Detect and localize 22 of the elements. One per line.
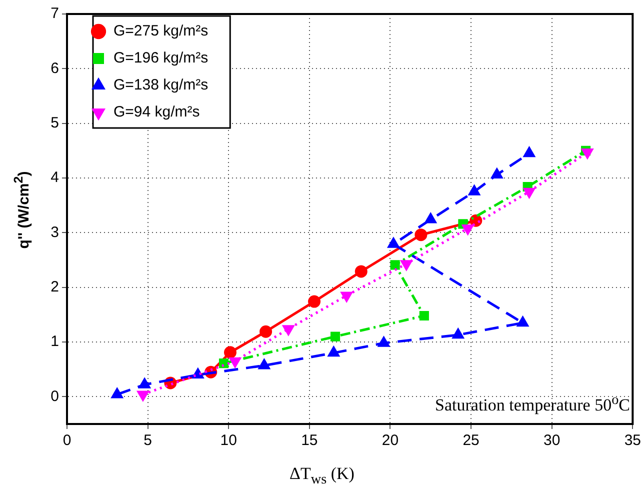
legend-label: G=196 kg/m²s [114, 50, 208, 67]
y-tick-label: 2 [50, 278, 59, 296]
y-tick-label: 4 [50, 169, 59, 186]
y-tick-label: 1 [50, 333, 59, 350]
x-tick-label: 0 [62, 432, 72, 450]
x-tick-label: 10 [220, 432, 237, 450]
legend-label: G=138 kg/m²s [114, 76, 208, 94]
legend-label: G=94 kg/m²s [114, 104, 200, 121]
y-tick-label: 3 [50, 224, 59, 241]
y-tick-label: 0 [50, 388, 59, 405]
y-tick-label: 6 [50, 60, 59, 77]
x-tick-label: 5 [144, 432, 152, 450]
y-tick-label: 7 [50, 5, 59, 22]
legend-label: G=275 kg/m²s [114, 22, 208, 40]
x-tick-label: 35 [624, 432, 641, 450]
y-tick-label: 5 [50, 114, 59, 132]
x-tick-label: 30 [544, 432, 560, 450]
x-axis-title: ΔT$_{ws}$ (K) [288, 464, 356, 488]
annotation: Saturation temperature 50$^{o}$C [435, 392, 630, 416]
x-tick-label: 20 [382, 432, 399, 450]
x-tick-label: 15 [301, 432, 318, 450]
x-tick-label: 25 [462, 432, 480, 450]
